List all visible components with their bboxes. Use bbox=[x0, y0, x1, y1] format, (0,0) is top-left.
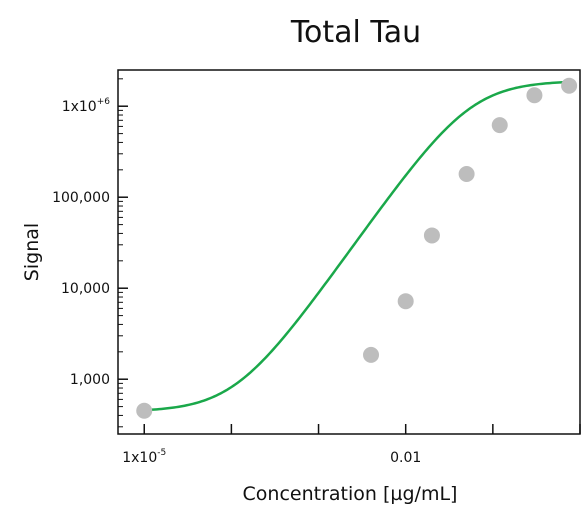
data-point bbox=[136, 402, 153, 419]
data-point bbox=[423, 227, 440, 244]
y-minor-ticks bbox=[118, 78, 123, 428]
x-tick-labels: 1x10-5 0.01 bbox=[122, 448, 421, 466]
y-tick-label-base: 1x10 bbox=[62, 99, 97, 115]
data-point bbox=[397, 293, 414, 310]
y-tick-label-base: 10,000 bbox=[61, 281, 110, 297]
y-tick-labels: 1,000 10,000 100,000 1x10+6 bbox=[52, 97, 110, 388]
data-point bbox=[458, 165, 475, 182]
x-tick-label-base: 1x10 bbox=[122, 450, 157, 466]
y-tick-label: 100,000 bbox=[52, 190, 110, 206]
y-axis-label: Signal bbox=[21, 223, 43, 281]
y-tick-label: 1x10+6 bbox=[62, 97, 111, 115]
chart-title: Total Tau bbox=[290, 15, 421, 50]
fit-curve bbox=[144, 80, 570, 412]
plot-area-frame bbox=[117, 69, 581, 435]
data-point bbox=[526, 87, 543, 104]
x-tick-label-base: 0.01 bbox=[390, 450, 421, 466]
x-ticks bbox=[143, 424, 581, 434]
x-tick-label: 0.01 bbox=[390, 450, 421, 466]
x-axis-label: Concentration [µg/mL] bbox=[243, 483, 458, 505]
y-tick-label-base: 100,000 bbox=[52, 190, 110, 206]
data-point bbox=[491, 117, 508, 134]
y-tick-label: 1,000 bbox=[70, 372, 110, 388]
x-tick-label: 1x10-5 bbox=[122, 448, 166, 466]
y-tick-label: 10,000 bbox=[61, 281, 110, 297]
data-point bbox=[561, 77, 578, 94]
x-tick-label-sup: -5 bbox=[157, 448, 166, 458]
data-point bbox=[363, 346, 380, 363]
data-points bbox=[136, 77, 578, 419]
y-major-ticks bbox=[118, 105, 128, 380]
y-tick-label-sup: +6 bbox=[97, 97, 111, 107]
y-tick-label-base: 1,000 bbox=[70, 372, 110, 388]
